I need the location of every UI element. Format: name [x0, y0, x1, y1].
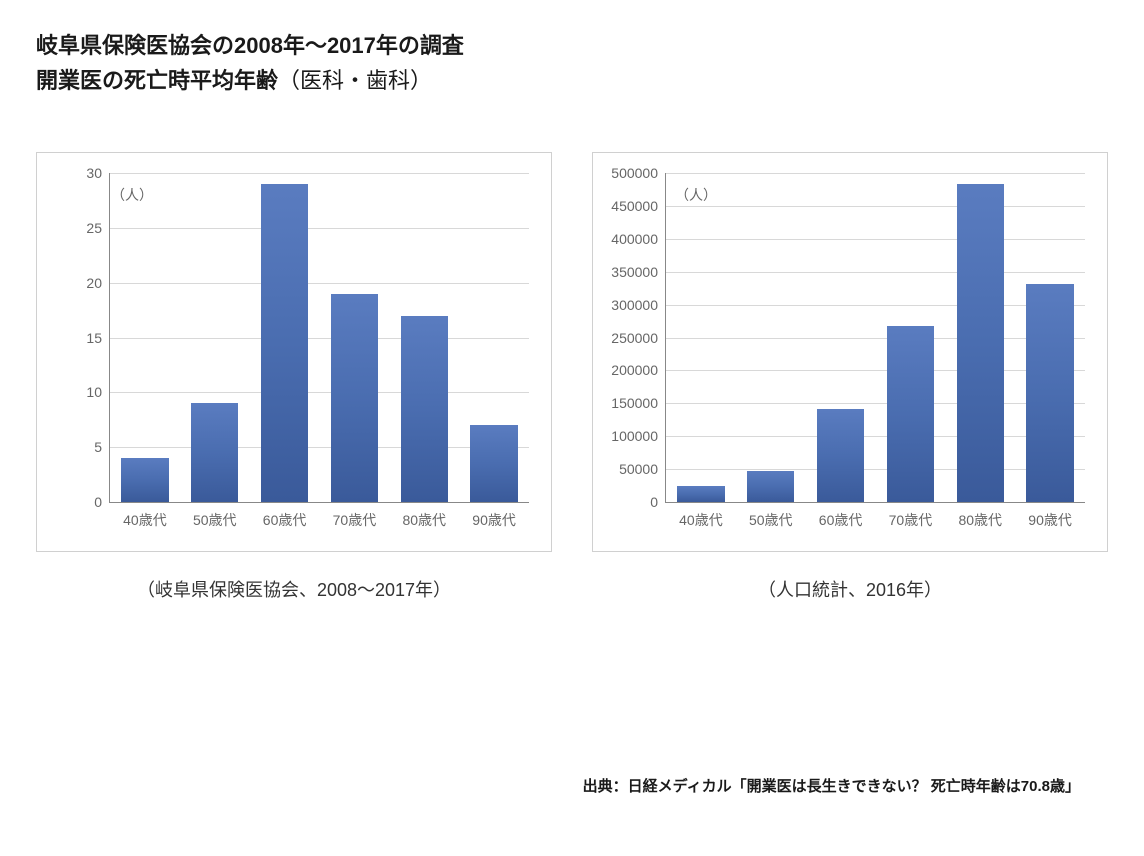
citation: 出典：日経メディカル「開業医は長生きできない？ 死亡時年齢は70.8歳」 [583, 775, 1080, 796]
bar [470, 425, 517, 502]
y-tick-label: 450000 [611, 198, 666, 214]
y-tick-label: 30 [86, 165, 110, 181]
y-tick-label: 500000 [611, 165, 666, 181]
x-tick-label: 40歳代 [679, 502, 723, 530]
bar [747, 471, 794, 502]
chart-caption-left: （岐阜県保険医協会、2008〜2017年） [36, 576, 552, 602]
y-tick-label: 50000 [619, 461, 666, 477]
chart-caption-right: （人口統計、2016年） [592, 576, 1108, 602]
y-tick-label: 250000 [611, 330, 666, 346]
unit-label-left: （人） [111, 185, 153, 205]
grid-line [666, 436, 1085, 437]
x-tick-label: 50歳代 [193, 502, 237, 530]
grid-line [110, 173, 529, 174]
grid-line [110, 228, 529, 229]
bar [121, 458, 168, 502]
y-tick-label: 10 [86, 384, 110, 400]
chart-panel-left: 05101520253040歳代50歳代60歳代70歳代80歳代90歳代 （人）… [36, 152, 552, 602]
x-tick-label: 90歳代 [472, 502, 516, 530]
grid-line [666, 239, 1085, 240]
bar [331, 294, 378, 502]
bar [1026, 284, 1073, 502]
y-tick-label: 350000 [611, 264, 666, 280]
title-line-2: 開業医の死亡時平均年齢（医科・歯科） [36, 63, 464, 98]
y-tick-label: 300000 [611, 297, 666, 313]
chart-box-left: 05101520253040歳代50歳代60歳代70歳代80歳代90歳代 （人） [36, 152, 552, 552]
y-tick-label: 200000 [611, 362, 666, 378]
y-tick-label: 400000 [611, 231, 666, 247]
grid-line [666, 305, 1085, 306]
x-tick-label: 70歳代 [333, 502, 377, 530]
grid-line [666, 469, 1085, 470]
bar [401, 316, 448, 502]
grid-line [666, 173, 1085, 174]
grid-line [666, 206, 1085, 207]
x-tick-label: 70歳代 [889, 502, 933, 530]
chart-box-right: 0 50000 100000 150000 200000 250000 300000 3500… [592, 152, 1108, 552]
x-tick-label: 60歳代 [819, 502, 863, 530]
y-tick-label: 25 [86, 220, 110, 236]
chart-plot-left: 05101520253040歳代50歳代60歳代70歳代80歳代90歳代 [109, 173, 529, 503]
x-tick-label: 80歳代 [402, 502, 446, 530]
x-tick-label: 60歳代 [263, 502, 307, 530]
x-tick-label: 90歳代 [1028, 502, 1072, 530]
chart-plot-right: 0500001000001500002000002500003000003500… [665, 173, 1085, 503]
title-line-1: 岐阜県保険医協会の2008年〜2017年の調査 [36, 28, 464, 63]
title-line-2-plain: （医科・歯科） [278, 68, 432, 93]
y-tick-label: 0 [650, 494, 666, 510]
grid-line [110, 392, 529, 393]
grid-line [666, 272, 1085, 273]
y-tick-label: 150000 [611, 395, 666, 411]
grid-line [110, 447, 529, 448]
grid-line [666, 370, 1085, 371]
x-tick-label: 80歳代 [958, 502, 1002, 530]
y-tick-label: 0 [94, 494, 110, 510]
y-tick-label: 5 [94, 439, 110, 455]
bar [191, 403, 238, 502]
title-line-2-bold: 開業医の死亡時平均年齢 [36, 68, 278, 93]
y-tick-label: 15 [86, 330, 110, 346]
x-tick-label: 50歳代 [749, 502, 793, 530]
x-tick-label: 40歳代 [123, 502, 167, 530]
grid-line [666, 338, 1085, 339]
chart-panel-right: 0 50000 100000 150000 200000 250000 300000 3500… [592, 152, 1108, 602]
charts-row: 05101520253040歳代50歳代60歳代70歳代80歳代90歳代 （人）… [36, 152, 1108, 602]
y-tick-label: 100000 [611, 428, 666, 444]
bar [887, 326, 934, 502]
bar [677, 486, 724, 502]
y-tick-label: 20 [86, 275, 110, 291]
bar [261, 184, 308, 502]
grid-line [666, 403, 1085, 404]
unit-label-right: （人） [675, 185, 717, 205]
grid-line [110, 338, 529, 339]
bar [817, 409, 864, 502]
page: 岐阜県保険医協会の2008年〜2017年の調査 開業医の死亡時平均年齢（医科・歯… [12, 12, 1132, 844]
page-title: 岐阜県保険医協会の2008年〜2017年の調査 開業医の死亡時平均年齢（医科・歯… [36, 28, 464, 98]
bar [957, 184, 1004, 502]
grid-line [110, 283, 529, 284]
